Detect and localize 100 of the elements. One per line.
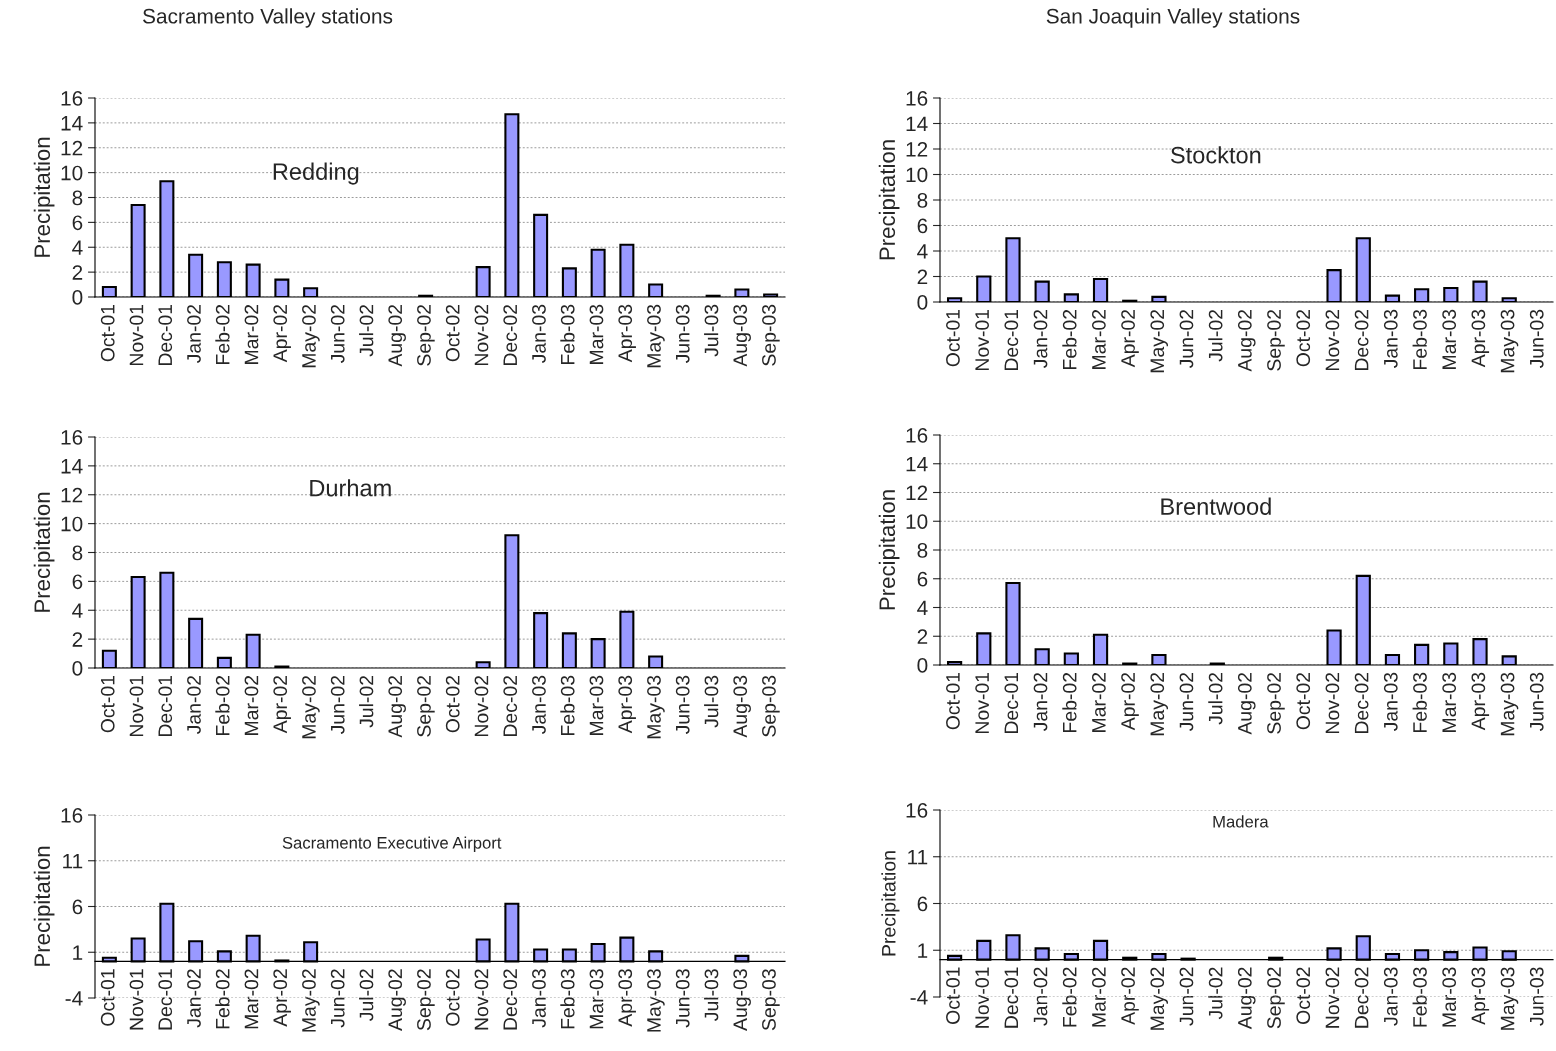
y-tick-label: 8 — [917, 193, 928, 208]
x-tick-label: Feb-03 — [1412, 309, 1427, 369]
chart-title: Madera — [1213, 815, 1269, 828]
x-tick-label: Mar-02 — [1092, 309, 1106, 369]
y-axis-title: Precipitation — [878, 140, 900, 260]
x-tick-label: Jan-03 — [532, 675, 546, 735]
x-tick-label: Nov-01 — [975, 309, 990, 371]
y-tick-label: 4 — [72, 603, 83, 618]
x-tick-label: Oct-02 — [445, 675, 460, 733]
y-tick-label: 2 — [72, 265, 83, 280]
x-tick-label: Jun-02 — [1179, 967, 1194, 1026]
x-tick-label: Feb-02 — [215, 969, 230, 1029]
x-tick-label: Nov-02 — [474, 675, 489, 737]
y-tick-label: 10 — [61, 165, 83, 181]
x-tick-label: Nov-02 — [1325, 309, 1340, 371]
x-tick-label: Jun-02 — [330, 969, 345, 1028]
x-tick-label: Jan-02 — [1033, 672, 1048, 732]
x-tick-label: Nov-01 — [129, 675, 144, 737]
x-tick-label: May-03 — [647, 304, 665, 368]
x-tick-label: Jul-02 — [1208, 672, 1223, 725]
x-tick-label: Mar-02 — [244, 675, 259, 735]
x-tick-label: May-02 — [302, 675, 320, 739]
y-tick-label: 11 — [908, 849, 928, 865]
text: Sacramento Executive Airport — [282, 836, 502, 853]
x-tick-label: Aug-03 — [733, 969, 751, 1031]
x-tick-label: Feb-02 — [215, 304, 230, 364]
y-tick-label: 4 — [917, 244, 928, 259]
x-tick-label: Jan-02 — [1033, 967, 1048, 1026]
x-tick-label: Feb-03 — [1412, 967, 1427, 1027]
x-tick-label: Aug-03 — [733, 675, 751, 738]
x-tick-label: Aug-02 — [1237, 672, 1256, 735]
x-tick-label: Sep-03 — [762, 304, 780, 366]
x-tick-label: Mar-02 — [244, 304, 259, 364]
x-tick-label: Dec-01 — [158, 969, 173, 1030]
x-tick-label: Apr-03 — [1471, 309, 1490, 368]
x-tick-label: Mar-03 — [1442, 309, 1457, 369]
x-tick-label: Jan-02 — [187, 969, 201, 1028]
x-tick-label: Jul-03 — [704, 675, 719, 728]
x-tick-label: Sep-02 — [417, 675, 435, 737]
y-tick-label: 12 — [906, 142, 928, 157]
x-tick-label: Jan-02 — [1033, 309, 1048, 369]
chart-subtitle: Sacramento Valley stations — [143, 8, 393, 28]
x-tick-label: Oct-02 — [445, 304, 460, 362]
x-tick-label: May-03 — [1500, 967, 1519, 1030]
x-tick-label: Jun-03 — [1529, 672, 1544, 732]
x-tick-label: Jun-02 — [1179, 672, 1194, 732]
x-tick-label: Jan-03 — [532, 969, 546, 1028]
x-tick-label: Jan-02 — [187, 304, 201, 364]
x-tick-label: Jan-02 — [187, 675, 201, 735]
x-tick-label: Dec-01 — [158, 675, 173, 737]
x-tick-label: Nov-01 — [975, 967, 990, 1028]
x-tick-label: Mar-03 — [589, 969, 604, 1029]
x-tick-label: Jul-03 — [704, 969, 719, 1021]
x-tick-label: Oct-01 — [946, 967, 960, 1024]
x-tick-label: Jun-03 — [675, 969, 690, 1028]
y-tick-label: 8 — [917, 543, 928, 558]
x-tick-label: Apr-03 — [618, 969, 636, 1027]
x-tick-label: Aug-02 — [388, 304, 406, 367]
x-tick-label: Dec-01 — [1004, 672, 1019, 734]
x-tick-label: May-03 — [647, 969, 665, 1032]
x-tick-label: Oct-01 — [946, 309, 960, 367]
x-tick-label: Jul-02 — [359, 969, 374, 1021]
y-tick-label: 14 — [61, 459, 83, 474]
x-tick-label: Jun-02 — [330, 675, 345, 735]
x-tick-label: Jun-03 — [675, 304, 690, 364]
x-tick-label: Jun-02 — [1179, 309, 1194, 369]
y-tick-label: 16 — [906, 428, 928, 443]
x-tick-label: Jun-02 — [330, 304, 345, 364]
x-tick-label: Apr-02 — [1121, 967, 1139, 1025]
y-tick-label: 6 — [917, 571, 928, 587]
x-tick-label: Aug-02 — [388, 969, 406, 1031]
y-tick-label: 16 — [906, 91, 928, 106]
x-tick-label: Jan-03 — [1383, 309, 1398, 369]
x-tick-label: Mar-03 — [589, 304, 604, 364]
y-tick-label: 16 — [61, 808, 83, 823]
x-tick-label: Dec-02 — [503, 675, 518, 737]
x-tick-label: Dec-01 — [1004, 309, 1019, 371]
x-tick-label: May-03 — [647, 675, 665, 739]
x-tick-label: Apr-02 — [1121, 672, 1139, 731]
x-tick-label: Aug-02 — [388, 675, 406, 738]
y-axis-title: Precipitation — [878, 490, 900, 610]
x-tick-label: Apr-02 — [273, 304, 291, 363]
x-tick-label: Apr-03 — [1471, 672, 1490, 731]
x-tick-label: Mar-02 — [1092, 672, 1106, 732]
x-tick-label: Nov-01 — [129, 304, 144, 366]
y-tick-label: 14 — [61, 116, 83, 131]
x-tick-label: Jun-03 — [1529, 967, 1544, 1026]
x-tick-label: Feb-02 — [1062, 672, 1077, 732]
y-tick-label: 1 — [918, 943, 928, 958]
text: Brentwood — [1161, 497, 1271, 515]
y-tick-label: 12 — [61, 487, 83, 503]
x-tick-label: Apr-02 — [273, 675, 291, 734]
chart-subtitle: San Joaquin Valley stations — [1046, 8, 1300, 28]
x-tick-label: Apr-03 — [618, 675, 636, 734]
x-tick-label: May-03 — [1500, 672, 1519, 736]
y-tick-label: 0 — [72, 290, 83, 305]
y-axis-title: Precipitation — [33, 492, 55, 612]
x-tick-label: Sep-03 — [762, 675, 780, 737]
x-tick-label: Oct-02 — [1296, 672, 1311, 730]
x-tick-label: Sep-02 — [1267, 967, 1285, 1029]
